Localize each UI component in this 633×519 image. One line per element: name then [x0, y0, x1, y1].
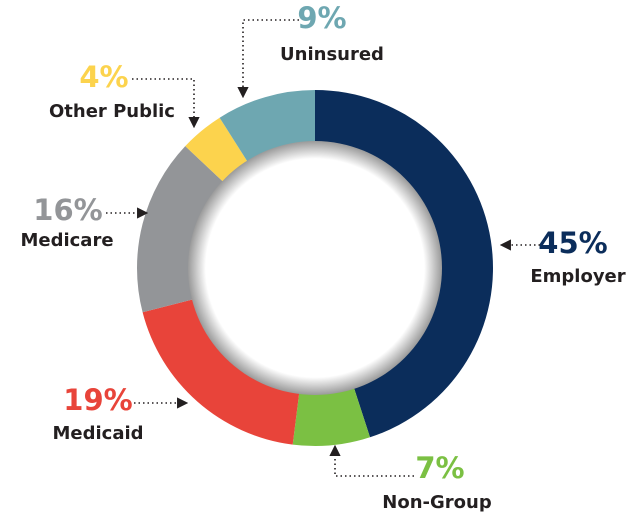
value-label: 4%	[79, 60, 128, 94]
category-label: Other Public	[49, 101, 175, 122]
donut-hole	[188, 141, 442, 395]
leader-line	[329, 444, 414, 477]
category-label: Medicare	[20, 230, 113, 251]
donut-segment	[185, 117, 250, 185]
category-label: Employer	[530, 266, 625, 287]
value-label: 19%	[63, 383, 132, 417]
donut-segment	[292, 384, 371, 446]
value-label: 9%	[297, 1, 346, 35]
category-label: Medicaid	[52, 423, 143, 444]
category-label: Uninsured	[280, 44, 384, 65]
value-label: 7%	[415, 451, 464, 485]
category-label: Non-Group	[382, 492, 492, 513]
value-label: 16%	[33, 193, 102, 227]
value-label: 45%	[538, 226, 607, 260]
donut	[137, 90, 494, 446]
leader-line	[237, 19, 299, 99]
donut-segment	[142, 298, 300, 445]
donut-segment	[315, 90, 494, 438]
donut-segment	[137, 146, 227, 313]
